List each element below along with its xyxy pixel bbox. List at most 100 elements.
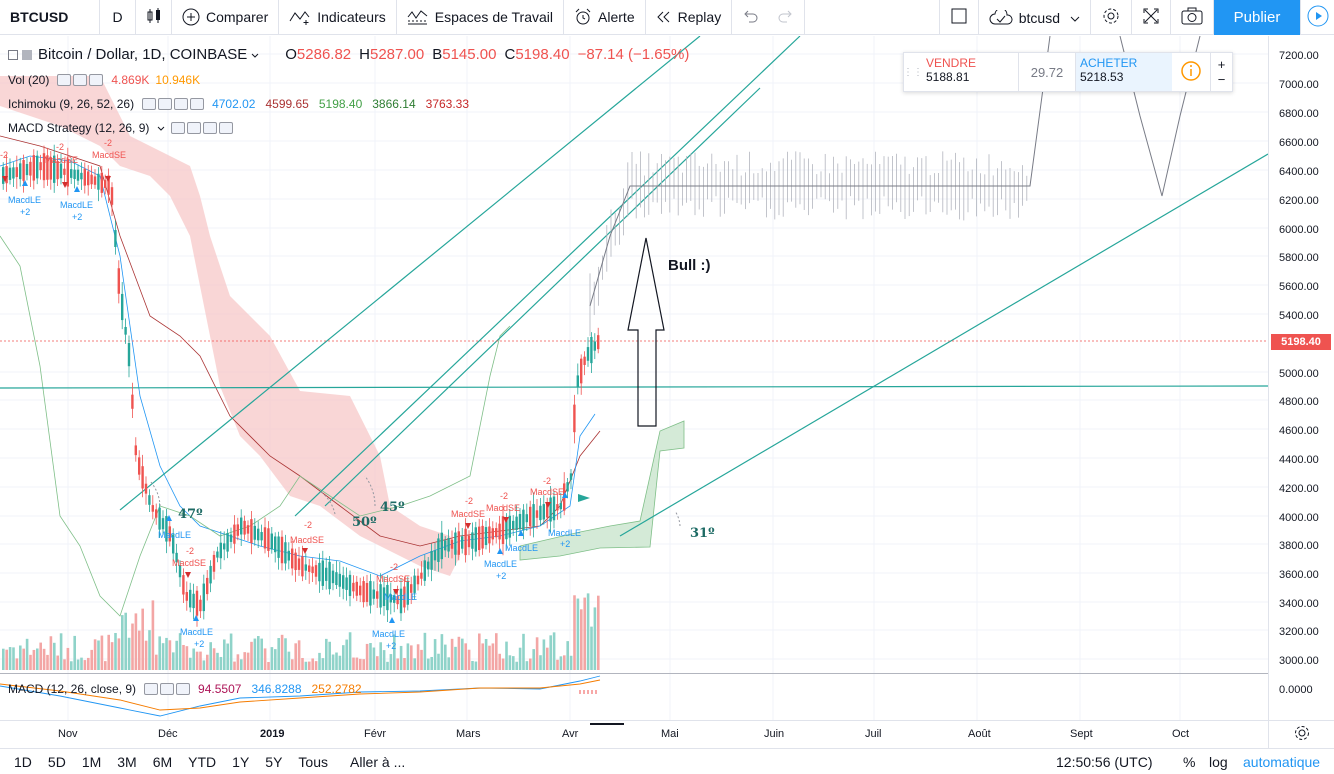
volume-bar [25, 638, 29, 670]
macd-indicator-name[interactable]: MACD (12, 26, close, 9) [8, 682, 137, 696]
macd-indicator-buttons[interactable] [144, 683, 191, 695]
indicators-button[interactable]: Indicateurs [279, 0, 397, 35]
eye-icon[interactable] [57, 74, 72, 86]
candle-body [369, 581, 372, 606]
range-button-6m[interactable]: 6M [152, 753, 173, 770]
macd-strategy-name[interactable]: MACD Strategy (12, 26, 9) [8, 121, 150, 135]
candle-body [59, 163, 63, 179]
redo-button[interactable] [768, 0, 806, 35]
snapshot-button[interactable] [1171, 0, 1214, 35]
ichimoku-indicator-name[interactable]: Ichimoku (9, 26, 52, 26) [8, 97, 135, 111]
volume-bar [236, 654, 240, 670]
macd-strategy-buttons[interactable] [171, 122, 234, 134]
candle-body [403, 586, 406, 608]
ichimoku-indicator-buttons[interactable] [142, 98, 205, 110]
auto-scale-toggle[interactable]: automatique [1243, 753, 1321, 770]
drag-handle-icon[interactable]: ⋮⋮ [903, 66, 923, 78]
chart-settings-button[interactable] [1268, 720, 1334, 748]
range-button-tous[interactable]: Tous [298, 753, 328, 770]
log-scale-toggle[interactable]: log [1209, 753, 1228, 770]
info-circle-icon [1180, 60, 1202, 85]
candle-body [491, 528, 494, 540]
code-icon[interactable] [203, 122, 218, 134]
volume-bar [127, 637, 131, 670]
candle-body [512, 520, 515, 530]
svg-text:MacdLE: MacdLE [8, 195, 41, 205]
camera-icon [1181, 7, 1203, 28]
volume-bar [175, 640, 178, 670]
range-button-5d[interactable]: 5D [47, 753, 66, 770]
volume-indicator-buttons[interactable] [57, 74, 104, 86]
volume-bar [233, 661, 236, 670]
workspaces-button[interactable]: Espaces de Travail [397, 0, 565, 35]
symbol-search[interactable]: BTCUSD [0, 0, 100, 35]
range-button-1d[interactable]: 1D [14, 753, 32, 770]
time-axis[interactable]: Nov Déc 2019 Févr Mars Avr Mai Juin Juil Août Sept… [0, 720, 1268, 748]
volume-bar [59, 633, 63, 670]
collapse-toggle-icon[interactable] [8, 49, 18, 60]
gear-icon[interactable] [158, 98, 173, 110]
code-icon[interactable] [174, 98, 189, 110]
compare-button[interactable]: Comparer [172, 0, 280, 35]
range-button-3m[interactable]: 3M [117, 753, 137, 770]
price-axis[interactable]: 7200.00 7000.00 6800.00 6600.00 6400.00 6200.… [1268, 36, 1334, 720]
goto-date-button[interactable]: Aller à ... [350, 753, 406, 770]
chevron-down-icon[interactable] [251, 48, 259, 62]
settings-button[interactable] [1091, 0, 1132, 35]
chart-pane[interactable]: -2 MacdSE -2 MacdSE -2 MacdLE +2 MacdLE … [0, 36, 1268, 720]
decrement-button[interactable]: − [1217, 72, 1226, 87]
volume-bar [393, 634, 396, 670]
candle-body [117, 268, 120, 294]
price-chart[interactable]: -2 MacdSE -2 MacdSE -2 MacdLE +2 MacdLE … [0, 36, 1268, 720]
candle-body [250, 519, 253, 544]
range-button-1y[interactable]: 1Y [232, 753, 250, 770]
interval-button[interactable]: D [100, 0, 136, 35]
info-button[interactable] [1172, 53, 1210, 91]
replay-button[interactable]: Replay [646, 0, 733, 35]
candle-body [155, 509, 158, 518]
gear-icon[interactable] [73, 74, 88, 86]
candle-body [529, 506, 532, 527]
chevron-down-icon[interactable] [157, 121, 165, 135]
range-button-5y[interactable]: 5Y [265, 753, 283, 770]
candle-body [488, 526, 491, 544]
eye-icon[interactable] [144, 683, 159, 695]
pane-separator[interactable] [0, 673, 1334, 674]
alert-button[interactable]: Alerte [564, 0, 646, 35]
candle-body [590, 336, 593, 364]
range-button-ytd[interactable]: YTD [188, 753, 217, 770]
volume-bar [209, 642, 212, 670]
volume-bar [396, 658, 399, 670]
symbol-description[interactable]: Bitcoin / Dollar, 1D, COINBASE [38, 46, 248, 63]
volume-bar [416, 644, 420, 670]
close-icon[interactable] [190, 98, 205, 110]
publish-button[interactable]: Publier [1214, 0, 1300, 35]
fullscreen-button[interactable] [1132, 0, 1171, 35]
buy-button[interactable]: ACHETER 5218.53 [1076, 53, 1172, 91]
range-button-1m[interactable]: 1M [81, 753, 102, 770]
layout-button[interactable] [938, 0, 979, 35]
projection-bars [589, 151, 1028, 337]
candle-body [386, 584, 389, 611]
play-button[interactable] [1300, 0, 1334, 35]
gear-icon[interactable] [160, 683, 175, 695]
percent-scale-toggle[interactable]: % [1183, 753, 1196, 770]
increment-button[interactable]: + [1217, 57, 1226, 72]
volume-indicator-name[interactable]: Vol (20) [8, 73, 50, 87]
close-icon[interactable] [219, 122, 234, 134]
account-cloud-button[interactable]: btcusd [979, 0, 1091, 35]
candle-body [399, 588, 403, 614]
undo-button[interactable] [732, 0, 768, 35]
sell-button[interactable]: VENDRE 5188.81 [922, 53, 1018, 91]
close-icon[interactable] [176, 683, 191, 695]
gear-icon[interactable] [187, 122, 202, 134]
volume-bar [219, 656, 223, 670]
eye-icon[interactable] [171, 122, 186, 134]
utc-clock[interactable]: 12:50:56 (UTC) [1056, 753, 1153, 770]
eye-icon[interactable] [142, 98, 157, 110]
close-icon[interactable] [89, 74, 104, 86]
chart-type-button[interactable] [136, 0, 172, 35]
candle-body [192, 593, 195, 609]
volume-bar [22, 648, 25, 670]
volume-bar [185, 646, 189, 670]
